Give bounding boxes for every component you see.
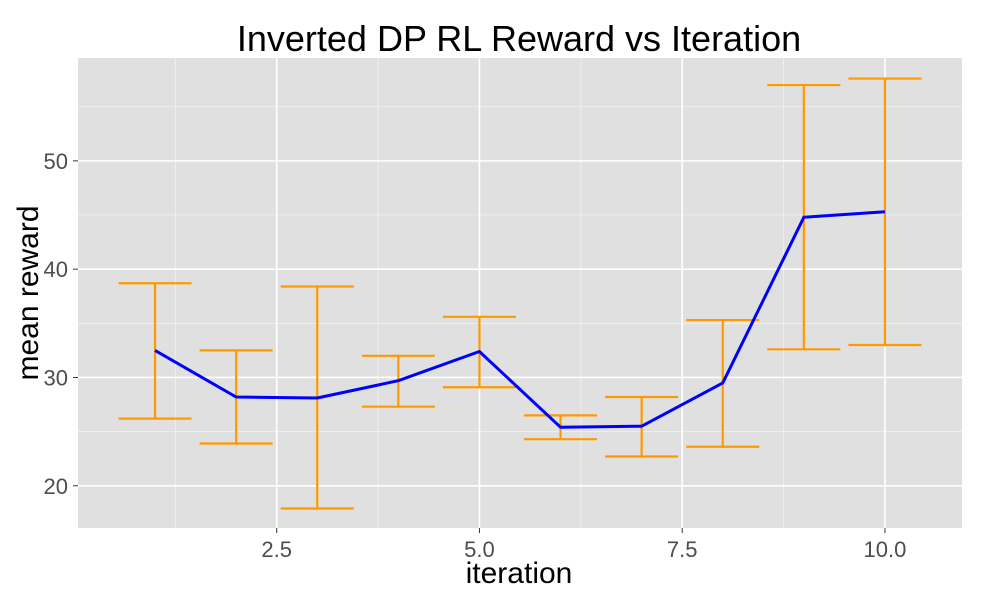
x-tick-label: 10.0 <box>864 537 907 562</box>
y-axis-title: mean reward <box>12 205 45 380</box>
series-line <box>154 210 886 429</box>
x-axis-ticks: 2.5 5.0 7.5 10.0 <box>261 528 906 562</box>
x-tick-label: 7.5 <box>667 537 698 562</box>
y-axis-ticks: 20 30 40 50 <box>44 149 78 499</box>
grid-minor <box>78 58 962 528</box>
y-tick-label: 50 <box>44 149 68 174</box>
y-tick-label: 20 <box>44 474 68 499</box>
plot-panel <box>78 58 962 528</box>
x-tick-label: 2.5 <box>261 537 292 562</box>
y-tick-label: 40 <box>44 257 68 282</box>
y-tick-label: 30 <box>44 365 68 390</box>
chart-title: Inverted DP RL Reward vs Iteration <box>237 18 801 59</box>
x-tick-label: 5.0 <box>464 537 495 562</box>
error-bars <box>118 77 922 510</box>
x-axis-title: iteration <box>466 557 573 590</box>
